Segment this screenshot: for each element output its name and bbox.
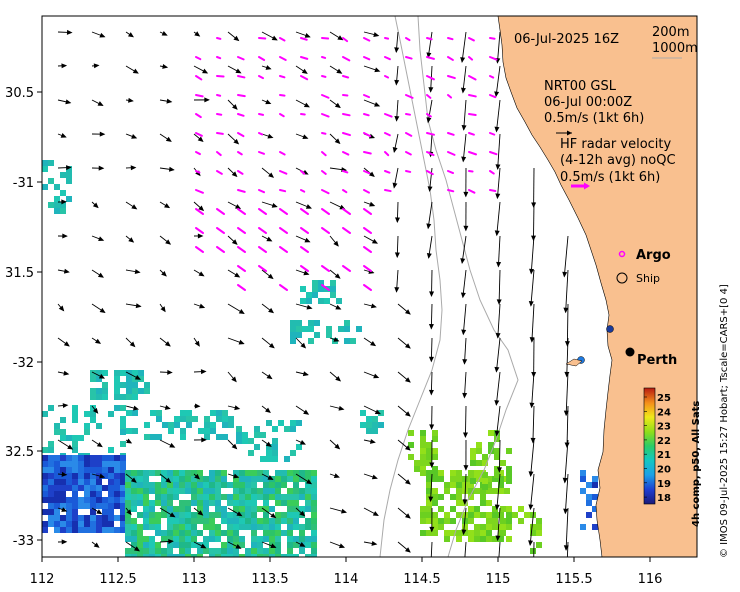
hf-label-line-2: (4-12h avg) noQC: [560, 153, 676, 168]
colorbar: 25 24 23 22 21 20 19 18 4h comp, p50, All Sats: [643, 387, 702, 527]
perth-marker: [625, 347, 635, 357]
sst-patches: [42, 160, 598, 557]
depth-legend-200: 200m: [652, 25, 689, 40]
argo-legend-icon: [618, 250, 626, 258]
colorbar-tick-label: 22: [657, 436, 671, 447]
colorbar-tick-label: 21: [657, 450, 671, 461]
colorbar-bar: [643, 387, 656, 505]
colorbar-tick-label: 19: [657, 479, 671, 490]
argo-float-1: [606, 325, 614, 333]
depth-legend-1000: 1000m: [652, 41, 698, 56]
colorbar-tick-label: 18: [657, 493, 671, 504]
hf-radar-arrows: [195, 37, 498, 291]
copyright-caption: © IMOS 09-Jul-2025 15:27 Hobart; Tscale=…: [719, 284, 730, 558]
colorbar-title: 4h comp, p50, All Sats: [691, 401, 702, 527]
colorbar-tick-label: 24: [657, 407, 671, 418]
y-axis: 30.5 -31 31.5 -32 32.5 -33: [5, 86, 42, 549]
x-tick-label: 112.5: [99, 572, 136, 587]
x-tick-label: 116: [638, 572, 663, 587]
model-label-line-3: 0.5m/s (1kt 6h): [544, 111, 644, 126]
city-label-perth: Perth: [637, 353, 677, 368]
model-current-arrows: [57, 29, 570, 557]
y-tick-label: 30.5: [5, 86, 34, 101]
colorbar-tick-label: 23: [657, 422, 671, 433]
x-tick-label: 114.5: [403, 572, 440, 587]
x-axis: 112 112.5 113 113.5 114 114.5 115 115.5 116: [30, 557, 663, 587]
model-label-line-1: NRT00 GSL: [544, 79, 617, 94]
hf-scale-arrow-icon: [571, 182, 590, 190]
hf-label-line-1: HF radar velocity: [560, 137, 672, 152]
y-tick-label: 32.5: [5, 445, 34, 460]
x-tick-label: 113.5: [251, 572, 288, 587]
rottnest-island: [565, 358, 583, 367]
hf-label-line-3: 0.5m/s (1kt 6h): [560, 170, 660, 185]
plot-frame: [41, 15, 698, 558]
x-tick-label: 115.5: [555, 572, 592, 587]
datetime-label: 06-Jul-2025 16Z: [514, 32, 619, 47]
ship-legend-icon: [616, 272, 628, 284]
x-tick-label: 115: [486, 572, 511, 587]
x-tick-label: 112: [30, 572, 55, 587]
model-label-line-2: 06-Jul 00:00Z: [544, 95, 632, 110]
colorbar-tick-label: 25: [657, 393, 671, 404]
argo-legend-label: Argo: [636, 248, 671, 263]
y-tick-label: -31: [13, 176, 34, 191]
colorbar-tick-label: 20: [657, 465, 671, 476]
y-tick-label: -33: [13, 534, 34, 549]
x-tick-label: 113: [182, 572, 207, 587]
ship-legend-label: Ship: [636, 272, 660, 285]
model-scale-arrow-icon: [556, 130, 572, 136]
isobath-1000m: [379, 16, 443, 557]
x-tick-label: 114: [334, 572, 359, 587]
y-tick-label: 31.5: [5, 266, 34, 281]
y-tick-label: -32: [13, 356, 34, 371]
